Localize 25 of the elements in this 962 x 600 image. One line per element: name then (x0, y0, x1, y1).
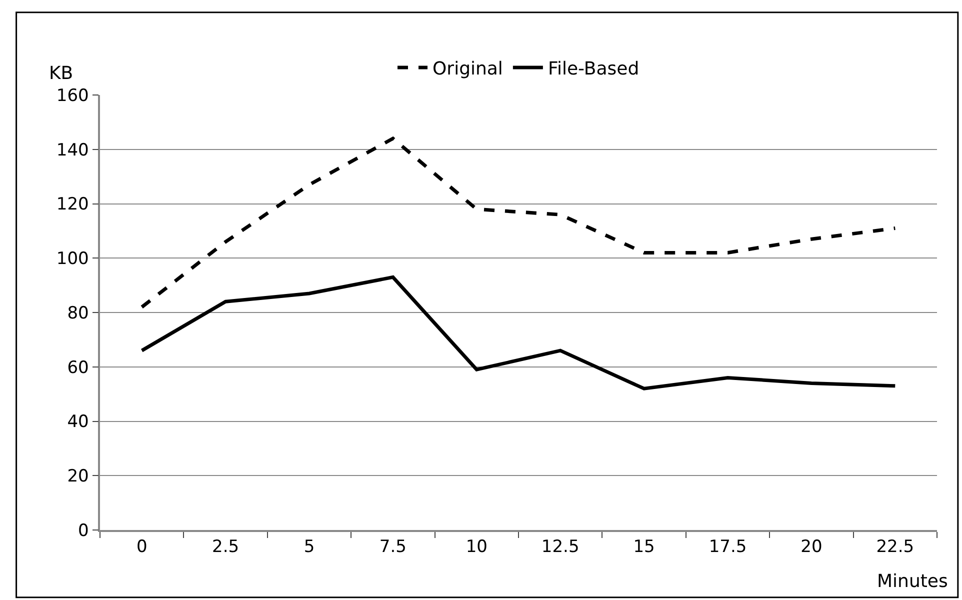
x-axis-title: Minutes (877, 571, 948, 592)
y-tick-label: 20 (67, 466, 89, 487)
x-tick-label: 12.5 (541, 537, 580, 558)
y-tick-label: 60 (67, 358, 89, 378)
x-tick-label: 22.5 (876, 537, 914, 558)
y-tick-label: 40 (67, 412, 89, 432)
x-tick-label: 5 (304, 537, 315, 558)
x-tick-label: 2.5 (212, 537, 240, 558)
x-tick-label: 15 (633, 537, 655, 558)
x-tick-label: 7.5 (379, 537, 406, 558)
x-tick-label: 10 (466, 537, 488, 558)
y-axis-title: KB (49, 63, 74, 84)
y-tick-label: 140 (56, 140, 89, 160)
x-tick-label: 20 (800, 537, 822, 558)
line-series (140, 136, 897, 309)
legend-label: Original (432, 58, 503, 80)
y-tick-label: 120 (56, 194, 89, 215)
y-tick-label: 80 (67, 303, 89, 324)
y-tick-label: 0 (78, 520, 89, 541)
y-tick-label: 160 (56, 86, 89, 106)
line-series (140, 275, 897, 390)
y-tick-label: 100 (56, 249, 89, 270)
x-tick-label: 17.5 (708, 537, 747, 558)
legend-label: File-Based (548, 58, 640, 80)
x-tick-label: 0 (136, 537, 148, 558)
